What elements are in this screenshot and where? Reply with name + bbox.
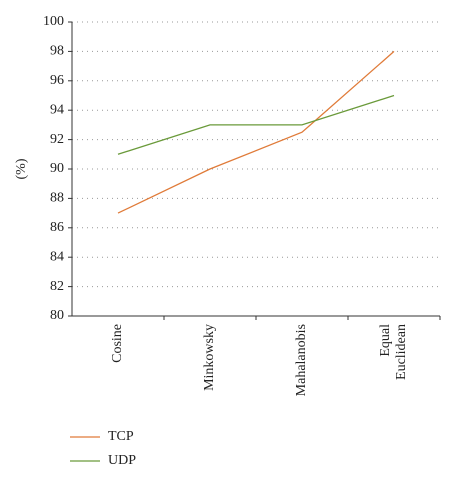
x-tick-label: Mahalanobis (294, 324, 309, 396)
y-tick-label: 96 (50, 73, 64, 88)
y-tick-label: 94 (50, 102, 64, 117)
y-tick-label: 84 (50, 249, 64, 264)
x-tick-label: Cosine (110, 324, 125, 363)
y-tick-label: 98 (50, 44, 64, 59)
x-tick-label: EqualEuclidean (378, 324, 409, 380)
y-tick-label: 80 (50, 308, 64, 323)
x-tick-label: Minkowsky (202, 324, 217, 391)
y-tick-label: 90 (50, 161, 64, 176)
series-line (117, 50, 395, 214)
y-tick-label: 82 (50, 279, 64, 294)
y-tick-label: 86 (50, 220, 64, 235)
legend-label: UDP (108, 453, 136, 468)
y-tick-label: 100 (43, 14, 64, 29)
series-line (117, 94, 395, 155)
y-tick-label: 92 (50, 132, 64, 147)
y-tick-label: 88 (50, 191, 64, 206)
y-axis-label: (%) (14, 158, 29, 179)
legend-label: TCP (108, 429, 134, 444)
